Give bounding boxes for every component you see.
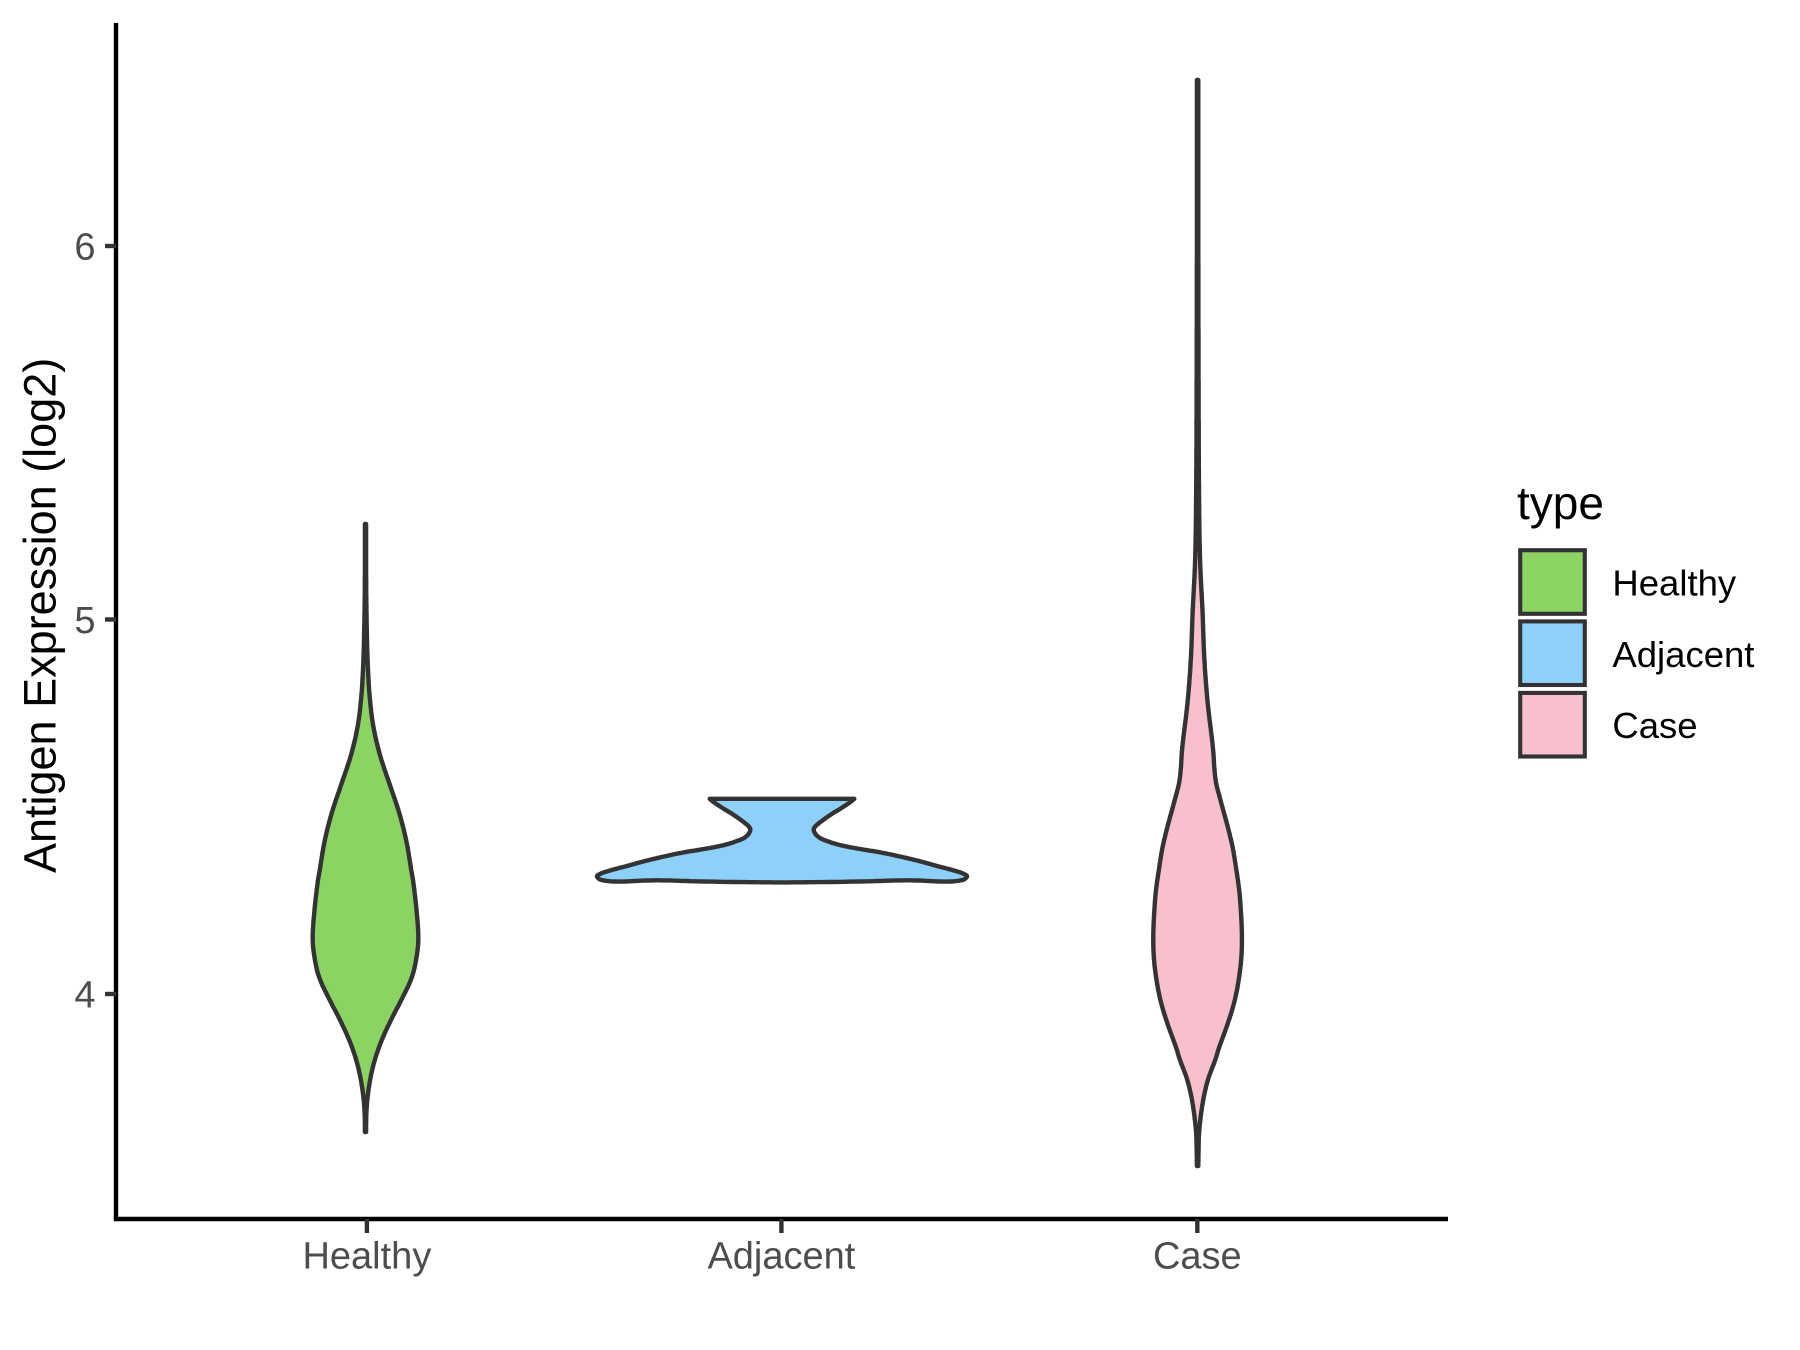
svg-text:Antigen Expression (log2): Antigen Expression (log2) bbox=[14, 358, 65, 873]
svg-text:type: type bbox=[1517, 477, 1604, 529]
svg-text:Case: Case bbox=[1612, 705, 1697, 746]
svg-text:4: 4 bbox=[74, 975, 95, 1017]
svg-text:Adjacent: Adjacent bbox=[707, 1236, 855, 1278]
svg-text:Healthy: Healthy bbox=[1612, 563, 1737, 604]
svg-text:6: 6 bbox=[74, 227, 95, 269]
svg-text:Healthy: Healthy bbox=[302, 1236, 431, 1278]
svg-text:Case: Case bbox=[1153, 1236, 1242, 1278]
svg-text:Adjacent: Adjacent bbox=[1612, 634, 1754, 675]
svg-text:5: 5 bbox=[74, 600, 95, 642]
